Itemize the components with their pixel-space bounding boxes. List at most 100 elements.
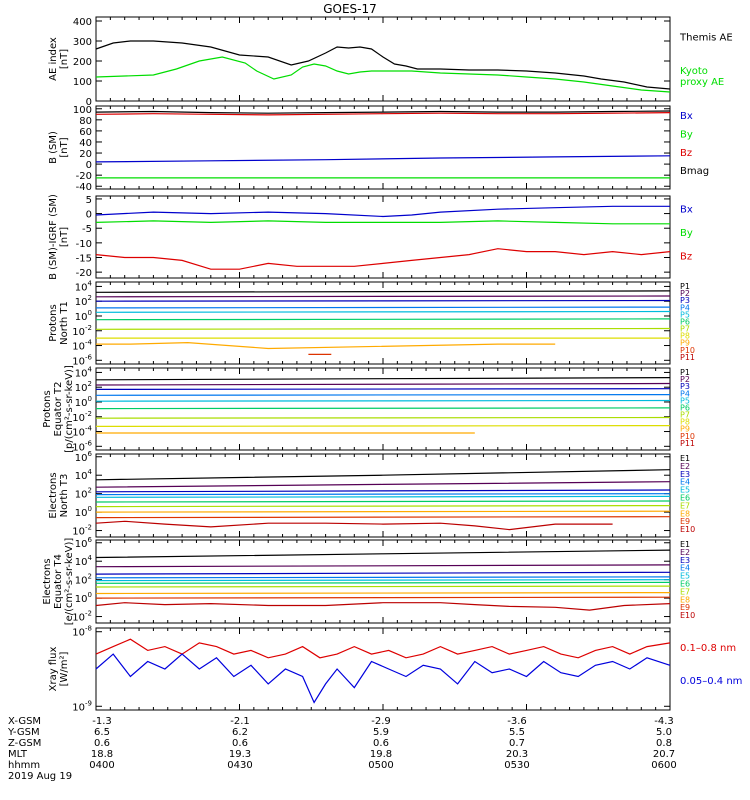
ephemeris-label-y-gsm: Y-GSM: [8, 727, 40, 738]
legend-label: E2: [680, 462, 690, 471]
y-axis-label: ProtonsNorth T1: [48, 301, 70, 345]
y-tick-label: 0: [86, 210, 92, 221]
series-line: [95, 581, 671, 584]
legend-label: E7: [680, 501, 690, 510]
y-tick-label: 104: [75, 554, 93, 568]
legend-label: E10: [680, 525, 695, 534]
series-line: [95, 248, 671, 270]
ephemeris-label-hhmm: hhmm: [8, 760, 41, 771]
y-tick-label: -20: [76, 171, 92, 182]
legend-label: E8: [680, 595, 690, 604]
ephemeris-date: 2019 Aug 19: [8, 771, 73, 782]
legend-label: By: [680, 228, 693, 239]
legend-label: By: [680, 129, 693, 140]
legend-label: P11: [680, 439, 695, 448]
y-axis-label: B (SM)[nT]: [48, 131, 70, 164]
legend-label: 0.1–0.8 nm: [680, 643, 736, 654]
ephemeris-label-x-gsm: X-GSM: [8, 716, 42, 727]
series-line: [95, 549, 671, 559]
legend-label: P3: [680, 296, 690, 305]
series-line: [95, 576, 671, 579]
legend-label: P10: [680, 346, 695, 355]
legend-label: Themis AE: [679, 33, 733, 44]
y-axis-label: ElectronsNorth T3: [48, 472, 70, 518]
legend-label: P9: [680, 339, 690, 348]
y-tick-label: 10-2: [72, 324, 92, 338]
legend-label: P8: [680, 332, 690, 341]
series-line: [95, 505, 671, 508]
y-tick-label: -15: [76, 254, 92, 265]
legend-label: E7: [680, 587, 690, 596]
legend-label: E4: [680, 564, 690, 573]
ephemeris-cell: -4.3: [654, 716, 674, 727]
series-line: [95, 638, 671, 659]
series-line: [95, 220, 670, 225]
series-line: [95, 112, 671, 116]
y-tick-label: 60: [79, 127, 92, 138]
y-axis-label: ProtonsEquator T2[p/(cm²-s-sr-keV)]: [42, 365, 75, 453]
series-line: [95, 382, 671, 386]
series-line: [95, 653, 671, 704]
y-tick-label: 10-2: [72, 410, 92, 424]
ephemeris-cell: 20.7: [652, 749, 676, 760]
panel-frame: [95, 16, 671, 102]
series-line: [95, 110, 671, 114]
legend-label: P6: [680, 317, 690, 326]
legend-label: E1: [680, 454, 690, 463]
legend-label: P8: [680, 418, 690, 427]
y-tick-label: -40: [76, 182, 92, 193]
series-line: [95, 602, 671, 611]
ephemeris-cell: 19.3: [228, 749, 252, 760]
y-tick-label: 40: [79, 138, 92, 149]
panel-frame: [95, 105, 671, 190]
y-tick-label: 0: [86, 97, 92, 108]
series-line: [95, 585, 671, 588]
y-tick-label: 100: [75, 591, 92, 605]
ephemeris-cell: 0530: [504, 760, 530, 771]
ephemeris-cell: 0.6: [373, 738, 389, 749]
y-axis-label: AE index[nT]: [48, 37, 70, 81]
legend-label: Bz: [680, 148, 692, 159]
series-line: [95, 425, 671, 427]
ephemeris-cell: 6.2: [232, 727, 248, 738]
legend-label: P4: [680, 303, 690, 312]
legend-label: P7: [680, 325, 690, 334]
legend-label: P9: [680, 425, 690, 434]
y-tick-label: 10-9: [72, 699, 92, 713]
y-tick-label: 100: [75, 395, 92, 409]
series-line: [95, 481, 671, 488]
y-tick-label: 200: [73, 57, 92, 68]
legend-label: E6: [680, 494, 690, 503]
series-line: [95, 299, 671, 302]
series-line: [95, 596, 671, 599]
legend-label: E1: [680, 540, 690, 549]
panel-frame: [95, 539, 671, 624]
y-tick-label: 100: [73, 77, 92, 88]
y-tick-label: 10-4: [72, 339, 92, 353]
legend-label: E9: [680, 603, 690, 612]
legend-label: proxy AE: [680, 77, 724, 88]
ephemeris-cell: 0.6: [232, 738, 248, 749]
y-tick-label: 0: [86, 160, 92, 171]
y-tick-label: 102: [75, 294, 92, 308]
y-tick-label: 106: [75, 536, 93, 550]
legend-label: E3: [680, 470, 690, 479]
legend-label: Bz: [680, 251, 692, 262]
y-tick-label: 10-6: [72, 353, 92, 367]
ephemeris-cell: -1.3: [92, 716, 112, 727]
panel-frame: [95, 281, 671, 365]
ephemeris-label-mlt: MLT: [8, 749, 27, 760]
series-line: [95, 306, 671, 309]
series-line: [95, 493, 671, 496]
y-tick-label: 5: [86, 195, 92, 206]
y-axis-label: ElectronsEquator T4[e/(cm²-s-sr-keV)]: [42, 538, 75, 626]
legend-label: P6: [680, 403, 690, 412]
legend-label: E4: [680, 478, 690, 487]
legend-label: E5: [680, 572, 690, 581]
series-line: [95, 489, 671, 493]
ephemeris-cell: 0600: [651, 760, 677, 771]
ephemeris-cell: 5.5: [509, 727, 525, 738]
chart-title: GOES-17: [323, 2, 377, 16]
series-line: [95, 564, 671, 568]
